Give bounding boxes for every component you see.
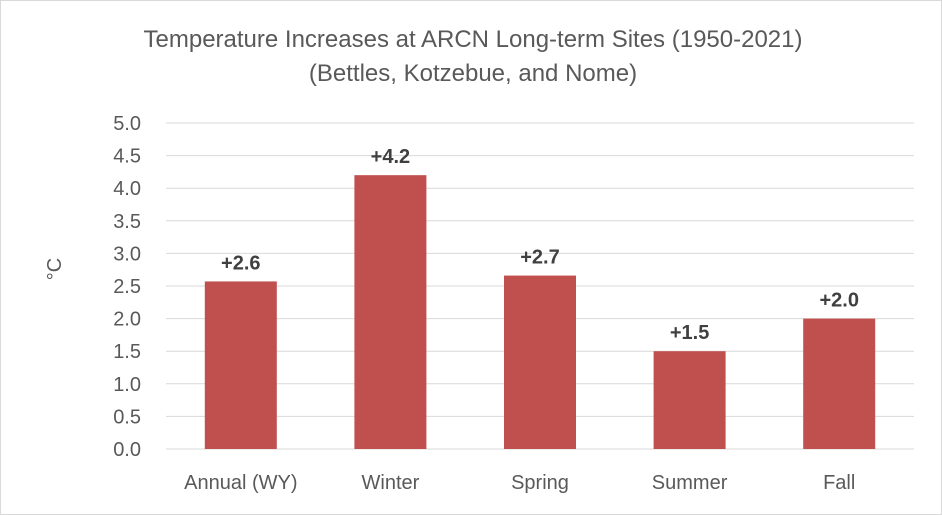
data-label: +2.7 <box>520 247 559 269</box>
data-label: +1.5 <box>670 322 709 344</box>
y-axis-label: °C <box>44 258 66 280</box>
chart-title: Temperature Increases at ARCN Long-term … <box>144 26 803 53</box>
y-tick-label: 0.5 <box>113 406 141 428</box>
x-tick-label: Fall <box>823 472 855 494</box>
y-tick-label: 3.0 <box>113 243 141 265</box>
y-tick-label: 2.0 <box>113 309 141 331</box>
y-axis-ticks: 0.0 0.5 1.0 1.5 2.0 2.5 3.0 3.5 4.0 4.5 5.0 <box>113 113 141 461</box>
y-tick-label: 3.5 <box>113 211 141 233</box>
bar <box>653 351 726 449</box>
y-tick-label: 4.5 <box>113 146 141 168</box>
x-tick-label: Winter <box>362 472 420 494</box>
y-tick-label: 1.5 <box>113 341 141 363</box>
bar <box>204 281 277 449</box>
data-labels: +2.6 +4.2 +2.7 +1.5 +2.0 <box>221 146 859 344</box>
y-tick-label: 4.0 <box>113 178 141 200</box>
y-tick-label: 5.0 <box>113 113 141 135</box>
bars <box>204 175 876 449</box>
y-tick-label: 1.0 <box>113 374 141 396</box>
x-tick-label: Spring <box>511 472 569 494</box>
bar <box>354 175 427 449</box>
data-label: +2.0 <box>819 290 858 312</box>
data-label: +2.6 <box>221 252 260 274</box>
x-axis-ticks: Annual (WY) Winter Spring Summer Fall <box>184 472 855 494</box>
chart-subtitle: (Bettles, Kotzebue, and Nome) <box>309 60 637 87</box>
y-tick-label: 2.5 <box>113 276 141 298</box>
x-tick-label: Summer <box>652 472 728 494</box>
bar <box>504 275 576 449</box>
y-tick-label: 0.0 <box>113 439 141 461</box>
data-label: +4.2 <box>371 146 410 168</box>
x-tick-label: Annual (WY) <box>184 472 297 494</box>
bar <box>803 318 876 449</box>
